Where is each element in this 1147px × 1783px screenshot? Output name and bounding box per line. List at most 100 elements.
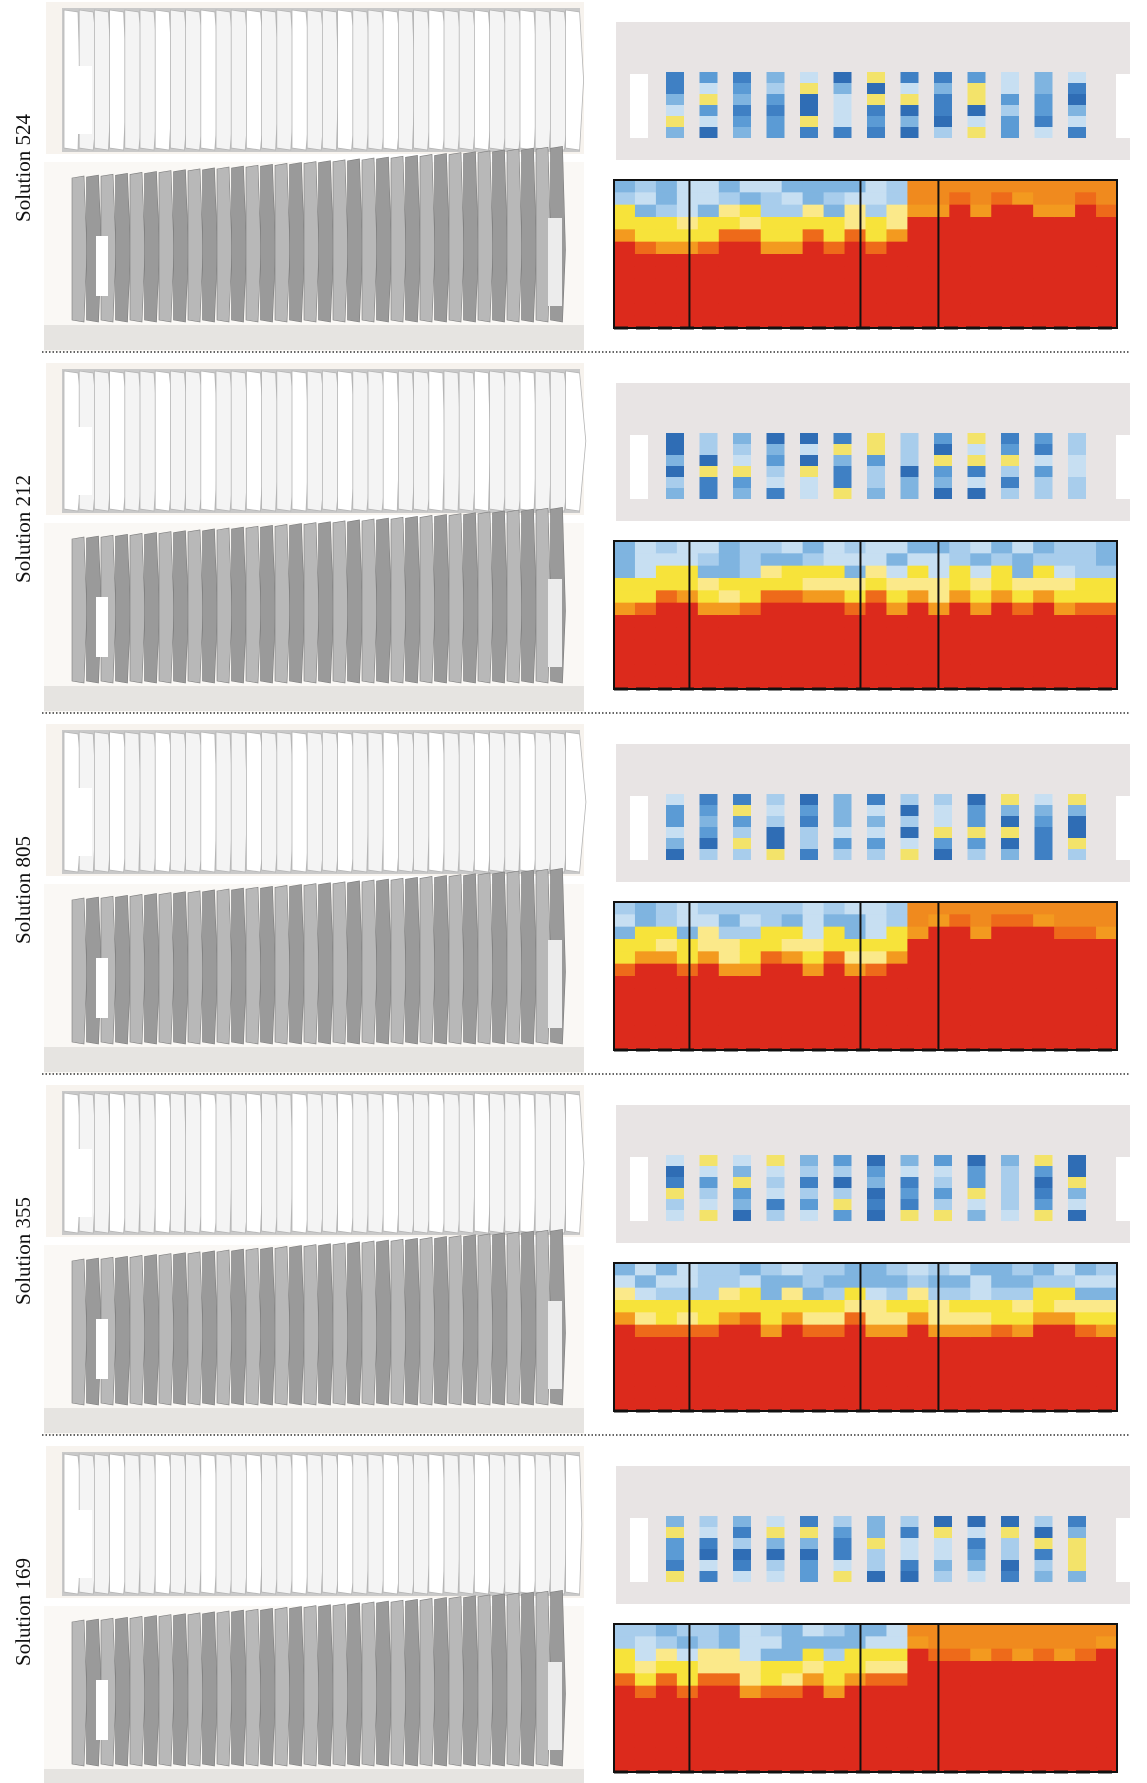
plan-cell bbox=[1001, 1199, 1019, 1210]
heat-cell bbox=[634, 1013, 657, 1026]
plan-cell bbox=[733, 116, 751, 127]
heat-cell bbox=[865, 988, 887, 1002]
heat-cell bbox=[907, 639, 929, 653]
heat-cell bbox=[634, 278, 657, 292]
heat-cell bbox=[1033, 1349, 1055, 1363]
heat-cell bbox=[781, 541, 804, 554]
heat-cell bbox=[991, 291, 1013, 304]
heat-cell bbox=[949, 266, 971, 280]
heat-cell bbox=[655, 315, 678, 329]
plan-cell bbox=[900, 827, 919, 838]
heat-cell bbox=[781, 1759, 804, 1773]
plan-cell bbox=[967, 1188, 986, 1199]
heat-cell bbox=[655, 1624, 678, 1637]
heat-cell bbox=[781, 229, 804, 243]
heat-cell bbox=[614, 241, 636, 255]
heat-cell bbox=[718, 1287, 741, 1301]
heat-cell bbox=[907, 217, 929, 230]
fin bbox=[458, 1092, 476, 1234]
heat-cell bbox=[970, 303, 992, 317]
heat-cell bbox=[634, 1324, 657, 1338]
heat-cell bbox=[1012, 1759, 1034, 1773]
heat-cell bbox=[697, 565, 720, 579]
plan-cell bbox=[1068, 433, 1086, 444]
heat-cell bbox=[634, 1025, 657, 1039]
heat-cell bbox=[676, 1710, 699, 1724]
heat-cell bbox=[1054, 963, 1076, 977]
heat-cell bbox=[676, 1374, 699, 1387]
heat-cell bbox=[865, 229, 887, 243]
heat-cell bbox=[1075, 1025, 1097, 1039]
fin bbox=[474, 370, 491, 512]
persp-fin bbox=[347, 519, 363, 684]
heat-cell bbox=[760, 988, 783, 1002]
plan-cell bbox=[900, 488, 919, 499]
heat-cell bbox=[718, 652, 741, 665]
heat-cell bbox=[907, 1661, 929, 1674]
plan-cell bbox=[766, 94, 785, 105]
heat-cell bbox=[1075, 303, 1097, 317]
heat-cell bbox=[949, 229, 971, 243]
heat-cell bbox=[865, 1337, 887, 1350]
heat-cell bbox=[1012, 652, 1034, 665]
heat-cell bbox=[949, 217, 971, 230]
heat-cell bbox=[886, 639, 908, 653]
persp-fin bbox=[173, 891, 189, 1045]
heat-cell bbox=[697, 1275, 720, 1289]
heat-cell bbox=[949, 278, 971, 292]
fin bbox=[398, 9, 416, 151]
heat-cell bbox=[718, 1722, 741, 1736]
heat-cell bbox=[1054, 192, 1076, 206]
heat-cell bbox=[1096, 1037, 1118, 1051]
heat-cell bbox=[970, 553, 992, 567]
heat-cell bbox=[823, 1759, 846, 1773]
heat-cell bbox=[886, 1275, 908, 1289]
plan-cell bbox=[934, 488, 952, 499]
heat-cell bbox=[907, 229, 929, 243]
heat-cell bbox=[865, 590, 887, 604]
heat-cell bbox=[907, 1747, 929, 1761]
heat-cell bbox=[781, 1648, 804, 1662]
heat-cell bbox=[1096, 652, 1118, 665]
persp-fin bbox=[477, 150, 494, 323]
heat-cell bbox=[970, 1673, 992, 1687]
plan-cell bbox=[766, 1188, 785, 1199]
heat-cell bbox=[760, 615, 783, 628]
heat-cell bbox=[614, 180, 636, 193]
heat-cell bbox=[697, 1747, 720, 1761]
heat-cell bbox=[1096, 1710, 1118, 1724]
heat-cell bbox=[949, 1361, 971, 1375]
persp-fin bbox=[492, 510, 508, 684]
persp-fin bbox=[463, 1234, 479, 1406]
heat-cell bbox=[614, 1013, 636, 1026]
heat-cell bbox=[991, 278, 1013, 292]
heat-cell bbox=[949, 652, 971, 665]
heat-cell bbox=[991, 1624, 1013, 1637]
heat-cell bbox=[991, 1673, 1013, 1687]
persp-fin bbox=[448, 1235, 465, 1406]
heat-cell bbox=[760, 229, 783, 243]
heat-cell bbox=[697, 627, 720, 641]
heat-cell bbox=[676, 266, 699, 280]
plan-cell bbox=[967, 805, 986, 816]
heat-cell bbox=[1096, 590, 1118, 604]
fin bbox=[124, 1092, 142, 1234]
heat-cell bbox=[1033, 1661, 1055, 1674]
heat-cell bbox=[844, 1000, 866, 1014]
plan-cell bbox=[867, 116, 885, 127]
persp-fin bbox=[260, 1607, 276, 1767]
heat-cell bbox=[949, 1349, 971, 1363]
heat-cell bbox=[991, 1263, 1013, 1276]
heat-cell bbox=[781, 590, 804, 604]
heat-cell bbox=[697, 229, 720, 243]
heat-cell bbox=[802, 1300, 825, 1313]
heat-cell bbox=[781, 1398, 804, 1412]
heat-cell bbox=[614, 652, 636, 665]
plan-cell bbox=[867, 1527, 885, 1538]
heat-cell bbox=[949, 926, 971, 940]
fin bbox=[504, 1453, 522, 1595]
heat-cell bbox=[1012, 1349, 1034, 1363]
fin bbox=[519, 1092, 538, 1234]
fin bbox=[94, 1092, 113, 1234]
heat-cell bbox=[1033, 1624, 1055, 1637]
